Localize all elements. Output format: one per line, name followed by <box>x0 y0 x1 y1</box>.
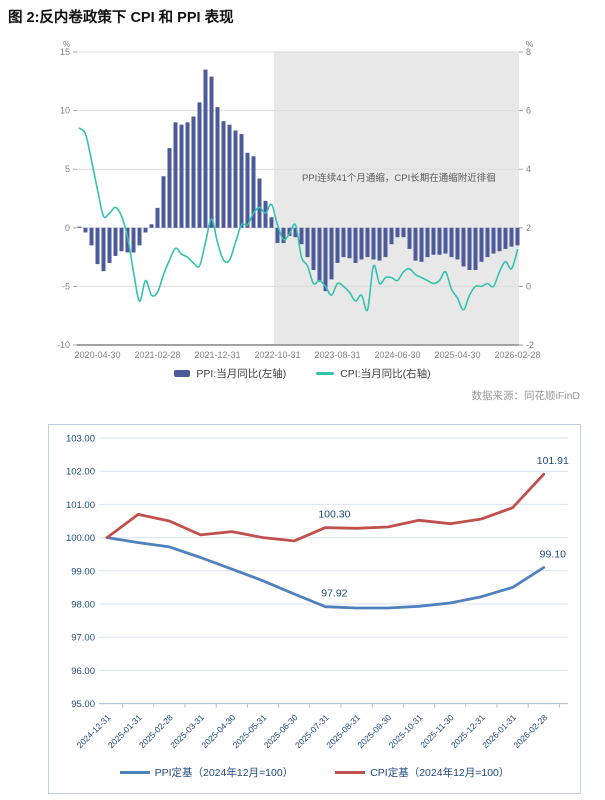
svg-text:98.00: 98.00 <box>71 600 95 611</box>
index-chart-legend: PPI定基（2024年12月=100） CPI定基（2024年12月=100） <box>49 765 580 780</box>
yoy-chart-plot: 151050-5-10%86420-2%PPI连续41个月通缩，CPI长期在通缩… <box>57 40 541 360</box>
svg-text:101.91: 101.91 <box>537 455 569 467</box>
svg-text:2024-06-30: 2024-06-30 <box>374 350 420 360</box>
svg-text:2023-08-31: 2023-08-31 <box>314 350 360 360</box>
yoy-chart-legend: PPI:当月同比(左轴) CPI:当月同比(右轴) <box>0 366 605 381</box>
svg-text:97.00: 97.00 <box>71 633 95 644</box>
svg-text:6: 6 <box>526 106 531 116</box>
ppi-index-legend-label: PPI定基（2024年12月=100） <box>154 767 294 779</box>
svg-text:PPI连续41个月通缩，CPI长期在通缩附近徘徊: PPI连续41个月通缩，CPI长期在通缩附近徘徊 <box>302 172 496 184</box>
svg-text:-10: -10 <box>57 340 70 350</box>
svg-text:2026-02-28: 2026-02-28 <box>494 350 540 360</box>
cpi-line-swatch <box>316 372 335 375</box>
svg-text:10: 10 <box>60 106 70 116</box>
svg-text:100.30: 100.30 <box>318 509 350 521</box>
svg-text:0: 0 <box>526 281 531 291</box>
svg-text:100.00: 100.00 <box>66 533 95 544</box>
svg-text:4: 4 <box>526 164 531 174</box>
svg-text:15: 15 <box>60 47 70 57</box>
svg-text:101.00: 101.00 <box>66 500 95 511</box>
cpi-yoy-legend-label: CPI:当月同比(右轴) <box>340 368 431 380</box>
svg-text:96.00: 96.00 <box>71 666 95 677</box>
cpi-index-line-swatch <box>335 771 366 774</box>
svg-text:99.00: 99.00 <box>71 566 95 577</box>
svg-text:99.10: 99.10 <box>540 548 566 560</box>
cpi-index-legend-label: CPI定基（2024年12月=100） <box>370 767 510 779</box>
svg-text:2021-12-31: 2021-12-31 <box>194 350 240 360</box>
data-source: 数据来源：同花顺iFinD <box>471 390 580 402</box>
ppi-yoy-legend-label: PPI:当月同比(左轴) <box>196 368 287 380</box>
ppi-index-line-swatch <box>119 771 150 774</box>
index-chart-plot: 103.00 102.00 101.00 100.00 99.00 98.00 97.00 9… <box>66 434 569 751</box>
svg-text:%: % <box>63 40 70 49</box>
legend-item-ppi-yoy: PPI:当月同比(左轴) <box>174 366 286 381</box>
svg-text:95.00: 95.00 <box>71 699 95 710</box>
svg-text:2021-02-28: 2021-02-28 <box>134 350 180 360</box>
legend-item-cpi-index: CPI定基（2024年12月=100） <box>335 765 509 780</box>
svg-text:2025-04-30: 2025-04-30 <box>434 350 480 360</box>
svg-text:102.00: 102.00 <box>66 467 95 478</box>
figure-title: 图 2:反内卷政策下 CPI 和 PPI 表现 <box>8 10 234 26</box>
svg-text:0: 0 <box>65 223 70 233</box>
svg-text:8: 8 <box>526 47 531 57</box>
svg-text:2026-02-28: 2026-02-28 <box>511 712 549 750</box>
index-chart-panel: 103.00 102.00 101.00 100.00 99.00 98.00 97.00 9… <box>48 424 581 794</box>
svg-text:-5: -5 <box>62 281 70 291</box>
svg-text:2022-10-31: 2022-10-31 <box>254 350 300 360</box>
svg-text:-2: -2 <box>526 340 534 350</box>
ppi-bar-swatch <box>174 370 191 377</box>
legend-item-ppi-index: PPI定基（2024年12月=100） <box>119 765 294 780</box>
svg-text:2020-04-30: 2020-04-30 <box>74 350 120 360</box>
svg-text:103.00: 103.00 <box>66 434 95 445</box>
legend-item-cpi-yoy: CPI:当月同比(右轴) <box>316 366 431 381</box>
svg-text:2: 2 <box>526 223 531 233</box>
svg-text:5: 5 <box>65 164 70 174</box>
svg-text:97.92: 97.92 <box>321 588 347 600</box>
svg-text:%: % <box>526 40 533 49</box>
